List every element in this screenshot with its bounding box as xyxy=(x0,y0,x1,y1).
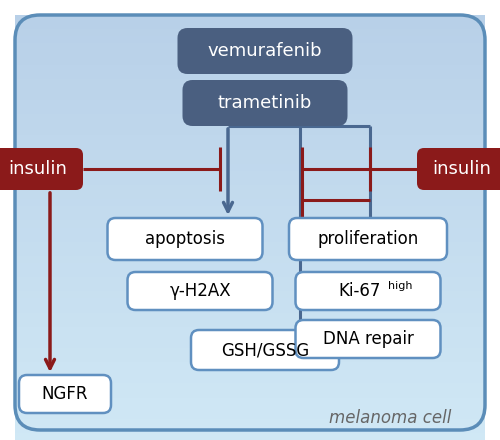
Bar xyxy=(15,291,485,299)
Text: melanoma cell: melanoma cell xyxy=(329,409,451,427)
Bar xyxy=(15,277,485,285)
Bar xyxy=(15,242,485,249)
Bar xyxy=(15,36,485,44)
Bar xyxy=(15,157,485,164)
Bar xyxy=(15,348,485,356)
Bar xyxy=(15,376,485,384)
FancyBboxPatch shape xyxy=(182,80,348,126)
Bar xyxy=(15,405,485,412)
Bar xyxy=(15,199,485,207)
Bar xyxy=(15,298,485,306)
Bar xyxy=(15,220,485,228)
FancyBboxPatch shape xyxy=(296,320,440,358)
FancyBboxPatch shape xyxy=(128,272,272,310)
Bar xyxy=(15,412,485,419)
Text: vemurafenib: vemurafenib xyxy=(208,42,322,60)
Bar xyxy=(15,22,485,29)
Bar xyxy=(15,107,485,115)
Bar xyxy=(15,312,485,320)
Bar xyxy=(15,150,485,157)
Text: insulin: insulin xyxy=(8,160,68,178)
Bar xyxy=(15,383,485,391)
Bar xyxy=(15,43,485,51)
Bar xyxy=(15,79,485,86)
Bar xyxy=(15,171,485,178)
Text: high: high xyxy=(388,281,412,291)
Bar xyxy=(15,185,485,193)
Bar xyxy=(15,136,485,143)
Text: insulin: insulin xyxy=(432,160,492,178)
Bar xyxy=(15,128,485,136)
Bar xyxy=(15,100,485,108)
Bar xyxy=(15,15,485,22)
Bar xyxy=(15,256,485,264)
Bar xyxy=(15,369,485,377)
Bar xyxy=(15,192,485,200)
Bar xyxy=(15,419,485,426)
Bar xyxy=(15,65,485,72)
Bar xyxy=(15,51,485,58)
FancyBboxPatch shape xyxy=(19,375,111,413)
Bar xyxy=(15,305,485,313)
FancyBboxPatch shape xyxy=(191,330,339,370)
Bar xyxy=(15,355,485,363)
Bar xyxy=(15,341,485,348)
Bar xyxy=(15,86,485,93)
FancyBboxPatch shape xyxy=(289,218,447,260)
Bar xyxy=(15,397,485,405)
Text: proliferation: proliferation xyxy=(318,230,418,248)
Text: Ki-67: Ki-67 xyxy=(339,282,381,300)
Bar xyxy=(15,121,485,129)
Bar xyxy=(15,72,485,79)
Bar xyxy=(15,249,485,257)
Text: GSH/GSSG: GSH/GSSG xyxy=(221,341,309,359)
Text: trametinib: trametinib xyxy=(218,94,312,112)
Bar xyxy=(15,263,485,271)
Bar xyxy=(15,114,485,122)
FancyBboxPatch shape xyxy=(0,148,83,190)
FancyBboxPatch shape xyxy=(296,272,440,310)
Bar xyxy=(15,433,485,440)
FancyBboxPatch shape xyxy=(417,148,500,190)
Bar xyxy=(15,284,485,292)
Text: NGFR: NGFR xyxy=(42,385,88,403)
Bar xyxy=(15,58,485,65)
Text: DNA repair: DNA repair xyxy=(322,330,414,348)
Text: γ-H2AX: γ-H2AX xyxy=(169,282,231,300)
Bar xyxy=(15,206,485,214)
Bar xyxy=(15,326,485,334)
Bar xyxy=(15,29,485,37)
Bar xyxy=(15,143,485,150)
FancyBboxPatch shape xyxy=(178,28,352,74)
Bar xyxy=(15,319,485,327)
Bar xyxy=(15,362,485,370)
Bar xyxy=(15,213,485,221)
FancyBboxPatch shape xyxy=(108,218,262,260)
Bar xyxy=(15,390,485,398)
Bar xyxy=(15,334,485,341)
Bar xyxy=(15,164,485,171)
Text: apoptosis: apoptosis xyxy=(145,230,225,248)
Bar xyxy=(15,93,485,100)
Bar xyxy=(15,426,485,433)
Bar xyxy=(15,270,485,278)
Bar xyxy=(15,178,485,186)
Bar xyxy=(15,235,485,242)
Bar xyxy=(15,227,485,235)
